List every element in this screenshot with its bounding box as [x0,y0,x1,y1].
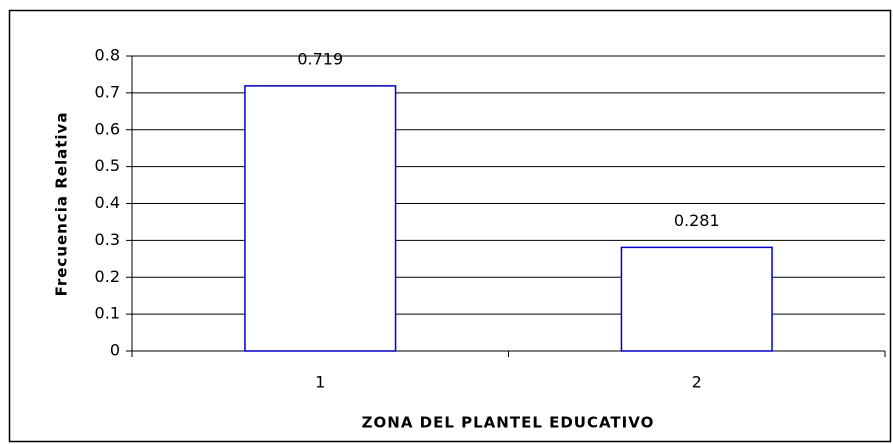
y-axis-title: Frecuencia Relativa [53,112,71,297]
bar [244,85,397,352]
y-tick-label: 0.4 [95,193,120,212]
data-label: 0.281 [674,211,720,230]
x-axis-title: ZONA DEL PLANTEL EDUCATIVO [362,414,655,432]
data-label: 0.719 [297,49,343,68]
y-tick-label: 0.2 [95,267,120,286]
x-tick-label: 2 [692,373,702,392]
y-tick-label: 0.5 [95,156,120,175]
x-tick-label: 1 [315,373,325,392]
y-tick-label: 0.3 [95,230,120,249]
y-tick-label: 0 [110,341,120,360]
bar [620,246,773,352]
y-tick-label: 0.6 [95,119,120,138]
y-tick-label: 0.1 [95,304,120,323]
chart-frame [8,9,892,443]
y-tick-label: 0.7 [95,82,120,101]
y-tick-label: 0.8 [95,46,120,65]
